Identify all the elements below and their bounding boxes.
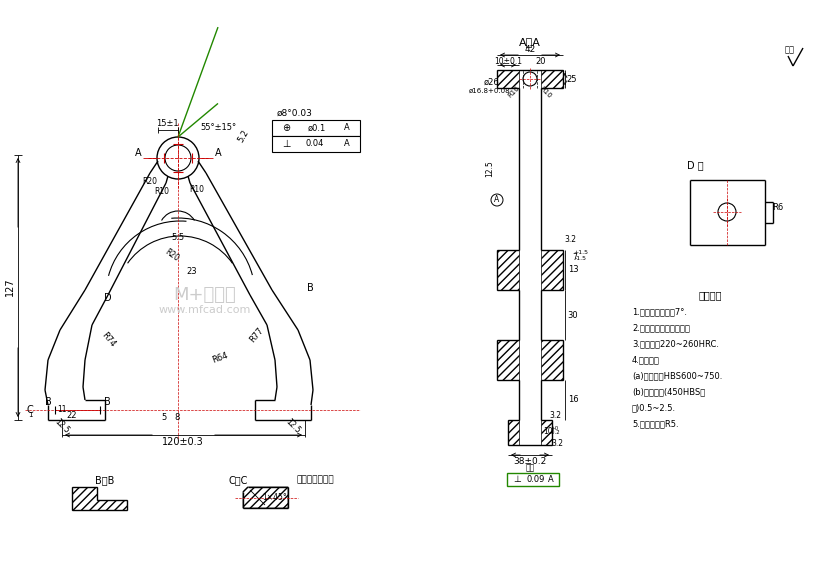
Text: R10: R10 — [189, 185, 204, 194]
Text: 基准: 基准 — [525, 463, 534, 472]
Text: A: A — [344, 140, 350, 149]
Text: A: A — [215, 148, 221, 158]
Text: 55°±15°: 55°±15° — [200, 124, 236, 133]
Text: D 向: D 向 — [686, 160, 703, 170]
Text: www.mfcad.com: www.mfcad.com — [159, 305, 251, 315]
Text: 其余: 其余 — [784, 46, 794, 54]
Text: 3.2: 3.2 — [549, 411, 560, 420]
Text: 1×45°: 1×45° — [262, 493, 287, 502]
Text: B－B: B－B — [95, 475, 115, 485]
Text: 23: 23 — [187, 267, 197, 276]
Text: 3.2: 3.2 — [550, 438, 563, 447]
Text: -0.2: -0.2 — [549, 431, 559, 436]
Text: +1.5: +1.5 — [572, 250, 588, 255]
Text: R20: R20 — [143, 177, 157, 186]
Text: 3.调质硬度220~260HRC.: 3.调质硬度220~260HRC. — [631, 340, 718, 349]
Text: 0.04: 0.04 — [305, 140, 324, 149]
Text: 38±0.2: 38±0.2 — [513, 457, 546, 466]
Text: 0.09: 0.09 — [526, 475, 545, 484]
Text: ⊥: ⊥ — [282, 139, 290, 149]
Text: B: B — [306, 283, 313, 293]
Text: 20: 20 — [535, 56, 545, 66]
Text: 25: 25 — [566, 75, 577, 84]
Bar — [272, 120, 360, 136]
Text: 5: 5 — [161, 414, 166, 423]
Text: 11: 11 — [57, 406, 66, 415]
Text: ⊕: ⊕ — [282, 123, 290, 133]
Text: 13: 13 — [567, 266, 577, 275]
Text: A: A — [494, 195, 499, 205]
Text: 12.5: 12.5 — [283, 417, 301, 435]
Text: 42: 42 — [523, 46, 535, 54]
Text: 10±0.1: 10±0.1 — [493, 56, 522, 66]
Text: ø0.1: ø0.1 — [307, 124, 326, 133]
Text: B: B — [44, 397, 52, 407]
Text: 1: 1 — [28, 412, 32, 418]
Text: ø26: ø26 — [483, 77, 500, 86]
Text: (a)表面硬度HBS600~750.: (a)表面硬度HBS600~750. — [631, 372, 722, 380]
Text: A－A: A－A — [518, 37, 541, 47]
Text: +0: +0 — [550, 425, 559, 431]
Text: 下)0.5~2.5.: 下)0.5~2.5. — [631, 403, 676, 412]
Text: 銅叉口两内侧面: 銅叉口两内侧面 — [296, 476, 333, 485]
Bar — [272, 136, 360, 152]
Text: 10: 10 — [542, 428, 552, 437]
Text: 1.锡层倒角不大于7°.: 1.锡层倒角不大于7°. — [631, 307, 686, 316]
Text: 12.5: 12.5 — [53, 417, 71, 435]
Text: 15±1: 15±1 — [156, 120, 178, 128]
Text: R10: R10 — [154, 188, 170, 197]
Text: C－C: C－C — [228, 475, 247, 485]
Text: R64: R64 — [210, 351, 229, 365]
Text: 30: 30 — [567, 311, 577, 319]
Text: 3.2: 3.2 — [563, 236, 575, 245]
Text: 技术要求: 技术要求 — [698, 290, 721, 300]
Text: 5.未注明圆角R5.: 5.未注明圆角R5. — [631, 419, 678, 428]
Text: D: D — [104, 293, 111, 303]
Text: R77: R77 — [248, 326, 265, 344]
Text: ⊥: ⊥ — [513, 475, 520, 484]
Text: 4.高频淨火: 4.高频淨火 — [631, 355, 659, 364]
Text: R6: R6 — [771, 203, 783, 212]
Text: A: A — [134, 148, 141, 158]
Text: R10: R10 — [506, 85, 520, 99]
Text: 120±0.3: 120±0.3 — [162, 437, 204, 447]
Text: 16: 16 — [567, 396, 577, 405]
Text: ø8°0.03: ø8°0.03 — [277, 108, 313, 118]
Bar — [506, 473, 559, 486]
Text: 5.2: 5.2 — [236, 128, 250, 144]
Text: A: A — [547, 475, 553, 484]
Text: R74: R74 — [99, 331, 116, 349]
Text: B: B — [103, 397, 111, 407]
Text: 5.5: 5.5 — [171, 233, 184, 242]
Text: 12.5: 12.5 — [485, 160, 494, 177]
Text: 2.去除所有锐边和毛刺。: 2.去除所有锐边和毛刺。 — [631, 324, 689, 332]
Text: R20: R20 — [163, 247, 180, 263]
Text: 22: 22 — [66, 411, 77, 419]
Text: 7: 7 — [572, 254, 577, 263]
Text: 8: 8 — [174, 414, 179, 423]
Text: R10: R10 — [538, 85, 552, 99]
Text: -1.5: -1.5 — [574, 255, 586, 260]
Text: C: C — [26, 405, 34, 415]
Text: (b)心部硬度(450HBS以: (b)心部硬度(450HBS以 — [631, 388, 704, 397]
Text: M+流风网: M+流风网 — [174, 286, 236, 304]
Text: ø16.8+0.08: ø16.8+0.08 — [468, 88, 510, 94]
Text: A: A — [344, 124, 350, 133]
Text: 127: 127 — [5, 277, 15, 296]
